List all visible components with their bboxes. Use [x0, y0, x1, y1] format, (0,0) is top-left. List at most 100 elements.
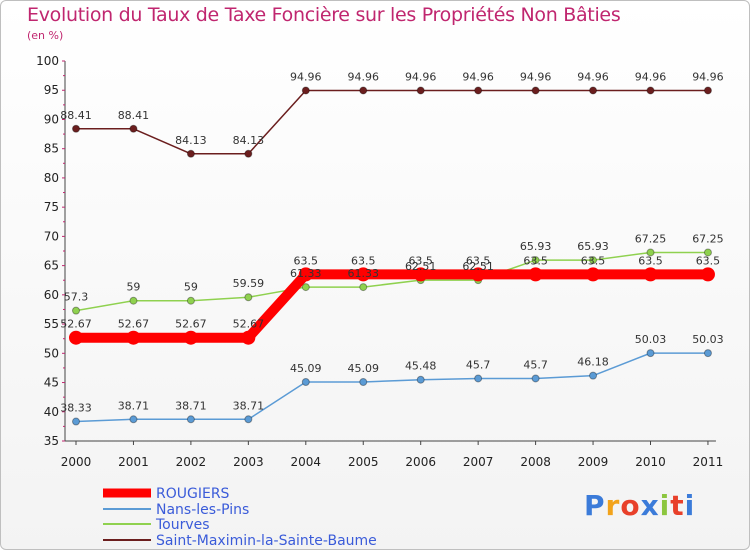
data-label: 52.67: [233, 318, 265, 331]
data-point: [129, 415, 138, 424]
data-point: [183, 330, 198, 345]
data-label: 38.71: [233, 399, 265, 412]
proxiti-logo: Proxiti: [584, 489, 695, 522]
data-label: 63.5: [466, 254, 491, 267]
data-label: 63.5: [408, 254, 433, 267]
data-point: [301, 86, 310, 95]
data-label: 57.3: [64, 291, 89, 304]
data-label: 65.93: [520, 240, 552, 253]
x-tick-label: 2001: [118, 455, 149, 469]
x-tick-label: 2004: [291, 455, 322, 469]
data-point: [474, 86, 483, 95]
y-tick-label: 45: [44, 376, 59, 390]
data-point: [589, 86, 598, 95]
data-label: 50.03: [635, 333, 667, 346]
data-point: [356, 267, 371, 282]
logo-letter: i: [684, 489, 696, 522]
series-line-nans-les-pins: [75, 352, 708, 423]
y-tick-label: 100: [36, 54, 59, 68]
data-point: [69, 330, 83, 345]
data-point: [186, 296, 195, 305]
data-point: [416, 86, 425, 95]
data-point: [72, 124, 80, 133]
data-label: 38.71: [175, 399, 207, 412]
data-point: [413, 267, 428, 282]
data-label: 63.5: [523, 254, 548, 267]
y-tick-label: 90: [44, 112, 59, 126]
data-point: [244, 149, 253, 158]
data-point: [586, 267, 601, 282]
data-label: 88.41: [60, 109, 92, 122]
data-point: [643, 267, 658, 282]
data-point: [528, 267, 543, 282]
data-label: 52.67: [118, 318, 150, 331]
x-tick-label: 2010: [635, 455, 666, 469]
x-tick-label: 2007: [463, 455, 494, 469]
data-point: [646, 349, 655, 358]
data-label: 94.96: [348, 70, 380, 83]
data-point: [301, 283, 310, 292]
data-label: 61.33: [290, 267, 322, 280]
data-point: [72, 306, 80, 315]
data-label: 67.25: [692, 232, 724, 245]
data-point: [703, 349, 712, 358]
data-label: 67.25: [635, 232, 667, 245]
data-label: 46.18: [577, 356, 609, 369]
x-tick-label: 2011: [693, 455, 724, 469]
y-tick-label: 35: [44, 434, 59, 448]
x-tick-label: 2000: [61, 455, 92, 469]
data-point: [646, 86, 655, 95]
y-tick-label: 40: [44, 405, 59, 419]
data-label: 94.96: [462, 70, 494, 83]
data-point: [72, 417, 80, 426]
data-point: [244, 293, 253, 302]
data-point: [301, 378, 310, 387]
y-tick-label: 80: [44, 171, 59, 185]
data-label: 88.41: [118, 109, 150, 122]
data-point: [646, 248, 655, 257]
y-tick-label: 85: [44, 142, 59, 156]
data-point: [471, 267, 486, 282]
data-label: 63.5: [294, 254, 319, 267]
data-point: [241, 330, 256, 345]
data-point: [416, 375, 425, 384]
legend-label: ROUGIERS: [156, 486, 230, 502]
data-label: 52.67: [175, 318, 207, 331]
y-tick-label: 75: [44, 200, 59, 214]
data-label: 63.5: [638, 254, 663, 267]
data-point: [359, 378, 368, 387]
data-point: [129, 296, 138, 305]
data-point: [589, 371, 598, 380]
x-tick-label: 2002: [176, 455, 207, 469]
data-point: [186, 415, 195, 424]
series-line-rougiers: [76, 269, 708, 343]
data-point: [589, 256, 598, 265]
y-tick-label: 70: [44, 229, 59, 243]
x-tick-label: 2003: [233, 455, 264, 469]
data-label: 63.5: [351, 254, 376, 267]
y-tick-label: 65: [44, 259, 59, 273]
logo-letter: P: [584, 489, 606, 522]
logo-letter: o: [620, 489, 641, 522]
data-point: [531, 86, 540, 95]
logo-letter: i: [659, 489, 671, 522]
data-label: 38.71: [118, 399, 150, 412]
data-label: 59: [184, 281, 198, 294]
x-tick-label: 2006: [405, 455, 436, 469]
data-point: [531, 374, 540, 383]
data-label: 38.33: [60, 402, 92, 415]
data-point: [298, 267, 313, 282]
data-label: 94.96: [692, 70, 724, 83]
data-point: [244, 415, 253, 424]
y-tick-label: 50: [44, 346, 59, 360]
data-point: [129, 124, 138, 133]
y-tick-label: 95: [44, 83, 59, 97]
data-point: [700, 267, 715, 282]
legend-label: Nans-les-Pins: [156, 502, 249, 518]
data-label: 94.96: [520, 70, 552, 83]
legend-label: Tourves: [155, 517, 210, 533]
data-label: 84.13: [233, 134, 265, 147]
data-label: 63.5: [696, 254, 721, 267]
